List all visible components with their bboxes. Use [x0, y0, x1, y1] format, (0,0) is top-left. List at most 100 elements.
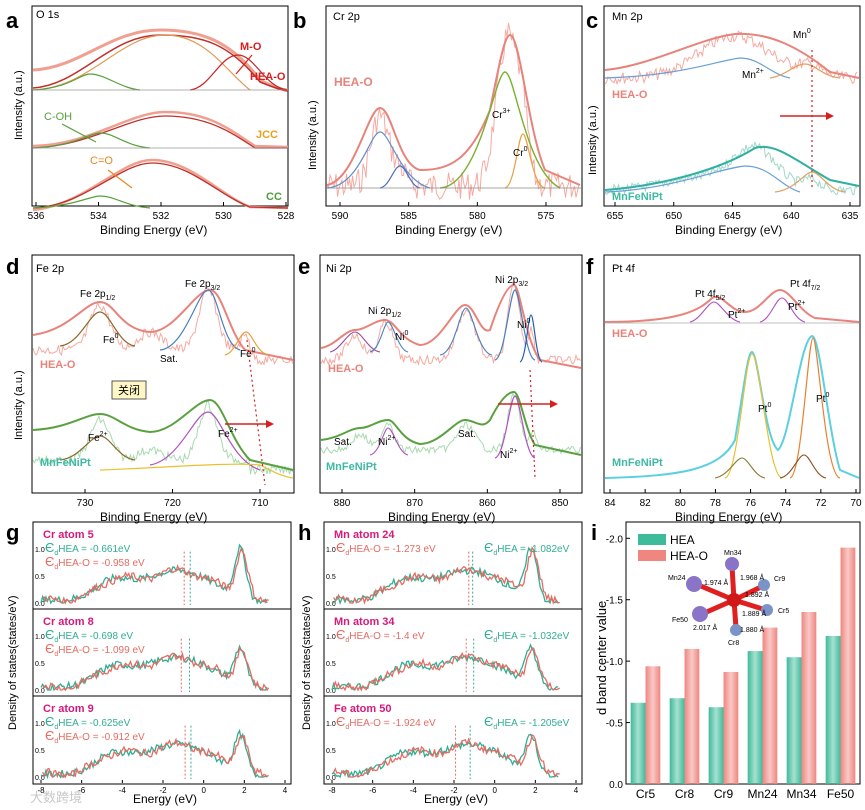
label-cc: CC — [266, 191, 282, 203]
category-label-cr8: Cr8 — [675, 787, 695, 801]
mol-dist-3: 1.892 Å — [745, 590, 769, 599]
panel-c-xtick-label: 635 — [842, 211, 859, 222]
panel-b-xtick-label: 585 — [400, 211, 417, 222]
label-jcc: JCC — [256, 129, 278, 141]
dos-curve-hea-o — [333, 546, 560, 606]
ni2p-hea-sat1 — [329, 331, 381, 353]
epsilon-hea-label: ЄdHEA = -1.205eV — [484, 714, 570, 731]
panel-letter-e: e — [298, 254, 310, 279]
label-cr3: Cr3+ — [492, 108, 511, 121]
panel-d-xtick-label: 720 — [164, 498, 181, 509]
label-mo: M-O — [240, 41, 262, 53]
label-hea-o-e: HEA-O — [328, 363, 364, 375]
mn2p-mfn-raw — [604, 140, 858, 196]
fe2p-hea-raw — [32, 286, 293, 366]
dos-ytick-label: 0.0 — [326, 688, 336, 695]
panel-e-xlabel: Binding Energy (eV) — [388, 510, 495, 524]
panel-f-xtick-label: 76 — [745, 498, 757, 509]
label-pt2-a: Pt2+ — [728, 308, 745, 321]
bar-hea-o-mn34 — [801, 612, 817, 784]
label-mn0: Mn0 — [793, 28, 811, 41]
close-tooltip-label[interactable]: 关闭 — [118, 383, 140, 397]
dos-xtick-label: -8 — [37, 786, 45, 795]
mn2p-hea-fit — [604, 32, 860, 79]
panel-e-xtick-label: 860 — [479, 498, 496, 509]
panel-letter-d: d — [6, 254, 19, 279]
legend-swatch-hea — [638, 534, 666, 545]
panel-a-xtick-label: 534 — [90, 211, 107, 222]
mn2p-mfn-mn0 — [774, 171, 846, 193]
panel-letter-h: h — [298, 520, 311, 545]
cr2p-cr0-high — [504, 133, 546, 189]
cr2p-cr3-high — [439, 71, 561, 189]
panel-g-xlabel: Energy (eV) — [133, 792, 197, 806]
label-fe0-b: Fe0 — [240, 347, 256, 360]
bar-hea-mn34 — [786, 657, 802, 784]
fe2p-hea-fe0 — [224, 331, 269, 356]
bar-hea-o-cr9 — [723, 671, 739, 784]
category-label-mn24: Mn24 — [747, 787, 777, 801]
dos-subplot-title: Cr atom 5 — [43, 529, 94, 541]
o1s-jcc-raw — [32, 110, 289, 149]
epsilon-hea-label: ЄdHEA = -1.032eV — [484, 627, 570, 644]
o1s-hea-co — [32, 73, 141, 91]
panel-h-frame — [323, 521, 583, 785]
panel-c-xlabel: Binding Energy (eV) — [675, 223, 782, 237]
label-hea-o-d: HEA-O — [40, 359, 76, 371]
o1s-cc-fit — [32, 162, 289, 209]
panel-a: a O 1s Intensity (a.u.) Binding Energy (… — [6, 5, 295, 237]
pt4f-hea-fit — [604, 288, 860, 323]
panel-i-ytick-label: -2.0 — [606, 534, 624, 545]
dos-xtick-label: 4 — [283, 786, 288, 795]
legend-swatch-hea-o — [638, 550, 666, 561]
panel-c-ylabel: Intensity (a.u.) — [587, 105, 599, 175]
panel-letter-i: i — [591, 520, 597, 545]
fe2p-mfn-raw — [32, 400, 293, 476]
panel-c-title: Mn 2p — [612, 11, 643, 23]
dos-xtick-label: 2 — [533, 786, 538, 795]
panel-f-title: Pt 4f — [612, 263, 636, 275]
o1s-hea-raw — [32, 28, 289, 92]
label-co: C=O — [90, 155, 113, 167]
dos-ytick-label: 0.0 — [326, 601, 336, 608]
ni2p-hea-ni32 — [494, 289, 536, 361]
panel-a-xtick-label: 528 — [278, 211, 295, 222]
panel-b-xtick-label: 575 — [538, 211, 555, 222]
panel-c: c Mn 2p Intensity (a.u.) Binding Energy … — [586, 5, 861, 237]
dos-ytick-label: 0.5 — [35, 574, 45, 581]
label-pt4f52: Pt 4f5/2 — [695, 289, 725, 302]
dos-xtick-label: -8 — [328, 786, 336, 795]
dos-subplot-title: Fe atom 50 — [334, 703, 391, 715]
panel-a-spectra — [32, 28, 289, 212]
label-sat-d: Sat. — [160, 354, 178, 365]
panel-b-title: Cr 2p — [333, 11, 360, 23]
panel-b-xtick-label: 590 — [332, 211, 349, 222]
dos-subplot-title: Cr atom 8 — [43, 616, 94, 628]
mn2p-mfn-fit — [604, 145, 860, 191]
panel-h-xlabel: Energy (eV) — [424, 792, 488, 806]
dos-curve-hea-o — [332, 647, 561, 692]
panel-g-ylabel: Density of states(states/eV) — [7, 596, 19, 731]
molecule-structure: Mn34 Cr9 Cr5 Mn24 Fe50 Cr8 1.968 Å 1.974… — [668, 550, 789, 647]
atom-cr8 — [730, 624, 742, 636]
label-fe2-b: Fe2+ — [218, 427, 238, 440]
label-mfn-e: MnFeNiPt — [326, 461, 377, 473]
label-mfn-d: MnFeNiPt — [40, 457, 91, 469]
pt4f-mfn-pt2-72 — [779, 454, 827, 479]
pt4f-mfn-pt0-72 — [789, 337, 841, 479]
fe2p-hea-fit — [32, 288, 294, 361]
dos-xtick-label: 4 — [574, 786, 579, 795]
fe2p-mfn-fit — [32, 398, 294, 471]
category-label-cr5: Cr5 — [636, 787, 656, 801]
panel-letter-a: a — [6, 8, 19, 33]
panel-d-title: Fe 2p — [36, 263, 64, 275]
panel-a-xlabel: Binding Energy (eV) — [100, 223, 207, 237]
panel-a-xticks: 536 534 532 530 528 — [28, 202, 295, 222]
panel-f-xtick-label: 74 — [780, 498, 792, 509]
panel-i-frame — [625, 521, 861, 785]
watermark: 大数跨境 — [30, 791, 82, 806]
close-tooltip-box[interactable] — [111, 380, 147, 400]
epsilon-hea-label: ЄdHEA = -1.082eV — [484, 540, 570, 557]
panel-h-plots: 0.0 0.5 1.0 Mn atom 24 ЄdHEA = -1.082eV ЄdHEA… — [326, 529, 579, 795]
